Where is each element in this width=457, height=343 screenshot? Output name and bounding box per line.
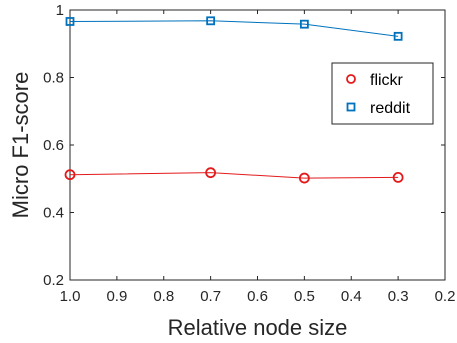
y-tick-label: 1 (56, 2, 64, 19)
x-axis-title: Relative node size (168, 315, 348, 340)
x-tick-label: 0.6 (247, 288, 268, 305)
data-point-flickr (392, 171, 404, 183)
x-tick-label: 0.7 (200, 288, 221, 305)
y-tick-label: 0.8 (43, 70, 64, 87)
legend: flickr reddit (331, 62, 434, 125)
legend-marker-reddit (346, 102, 356, 112)
x-tick-label: 1.0 (60, 288, 81, 305)
x-tick-label: 0.4 (341, 288, 362, 305)
legend-box (331, 62, 434, 125)
series-layer (64, 16, 404, 184)
data-point-reddit (206, 16, 216, 26)
series-line-flickr (69, 172, 399, 179)
x-tick-label: 0.9 (106, 288, 127, 305)
legend-marker-flickr (346, 74, 356, 84)
y-tick-label: 0.4 (43, 205, 64, 222)
y-axis-title: Micro F1-score (8, 72, 33, 219)
data-point-reddit (299, 19, 309, 29)
legend-label-flickr: flickr (370, 72, 404, 89)
y-tick-label: 0.6 (43, 137, 64, 154)
series-line-reddit (69, 20, 399, 37)
data-point-flickr (64, 169, 76, 181)
data-point-reddit (65, 17, 75, 26)
x-tick-label: 0.8 (153, 288, 174, 305)
x-tick-label: 0.5 (294, 288, 315, 305)
data-point-flickr (298, 172, 310, 184)
legend-label-reddit: reddit (370, 100, 411, 117)
y-axis: 0.2 0.4 0.6 0.8 1 (43, 2, 445, 289)
plot-frame (69, 9, 446, 281)
x-tick-label: 0.3 (388, 288, 409, 305)
data-point-reddit (393, 31, 403, 41)
data-point-flickr (205, 167, 217, 179)
y-tick-label: 0.2 (43, 272, 64, 289)
x-axis: 1.0 0.9 0.8 0.7 0.6 0.5 0.4 0.3 0.2 (60, 10, 456, 305)
x-tick-label: 0.2 (435, 288, 456, 305)
plot-area (69, 9, 446, 281)
